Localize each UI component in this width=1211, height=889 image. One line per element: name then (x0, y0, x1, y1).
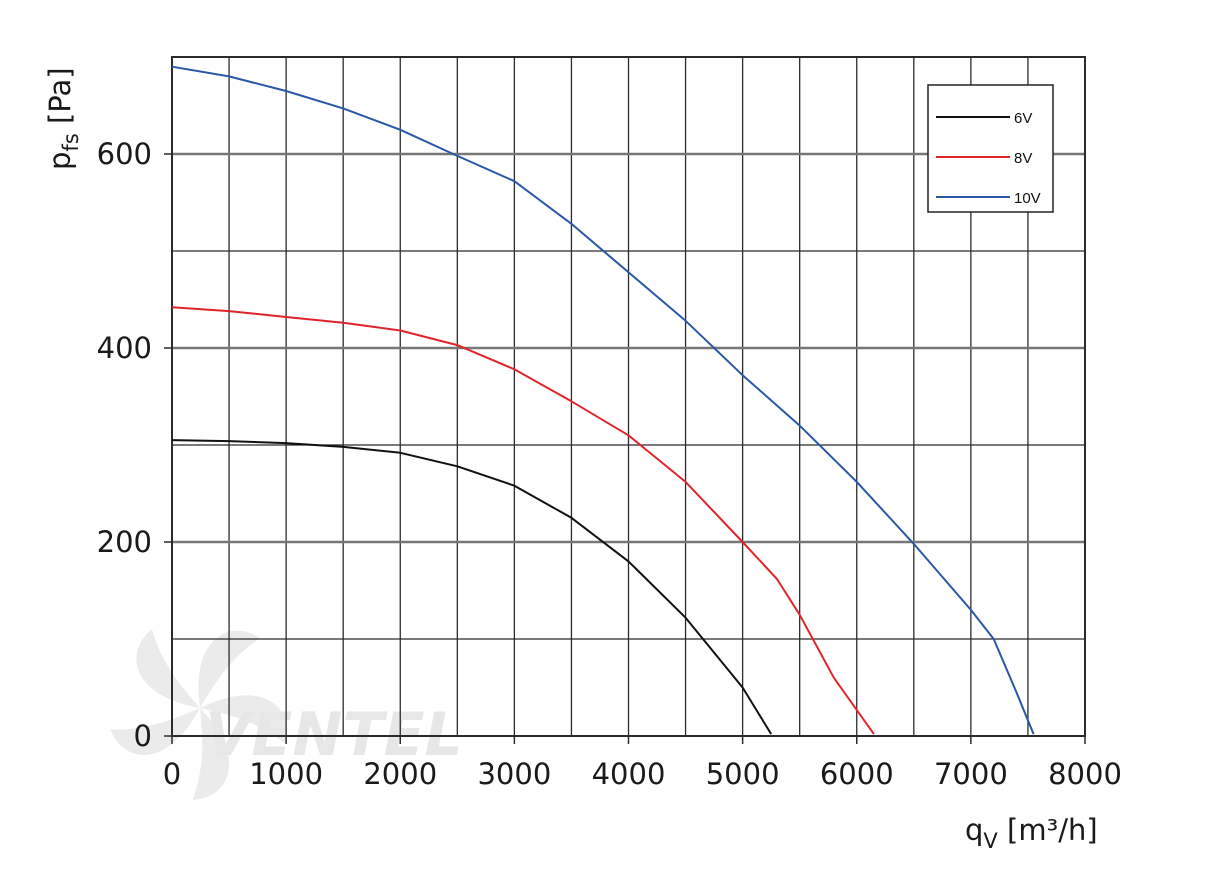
x-tick-label: 2000 (363, 757, 437, 791)
series-line-8v (171, 306, 875, 735)
x-tick-label: 5000 (706, 757, 780, 791)
y-tick-label: 200 (97, 525, 152, 559)
legend-box (927, 84, 1054, 213)
x-tick-label: 0 (163, 757, 181, 791)
x-tick-label: 7000 (934, 757, 1008, 791)
legend-label-8v: 8V (1014, 150, 1032, 167)
y-axis: 0 200 400 600 (97, 137, 172, 753)
x-axis: 0 1000 2000 3000 4000 5000 6000 7000 8000 (163, 736, 1122, 791)
x-tick-label: 3000 (477, 757, 551, 791)
x-tick-label: 8000 (1048, 757, 1122, 791)
x-tick-label: 4000 (592, 757, 666, 791)
x-tick-label: 6000 (820, 757, 894, 791)
watermark-fan-icon (110, 629, 287, 800)
y-axis-title: pfs [Pa] (43, 67, 83, 170)
series-line-6v (171, 439, 773, 735)
series-lines (171, 65, 1035, 735)
y-tick-label: 600 (97, 137, 152, 171)
legend: 6V 8V 10V (927, 84, 1054, 213)
x-axis-title: qV [m³/h] (965, 813, 1098, 853)
legend-label-10v: 10V (1014, 190, 1041, 207)
series-line-10v (171, 65, 1035, 735)
watermark: VENTEL (110, 629, 463, 800)
legend-label-6v: 6V (1014, 110, 1032, 127)
y-tick-label: 400 (97, 331, 152, 365)
y-tick-label: 0 (134, 719, 152, 753)
x-tick-label: 1000 (249, 757, 323, 791)
